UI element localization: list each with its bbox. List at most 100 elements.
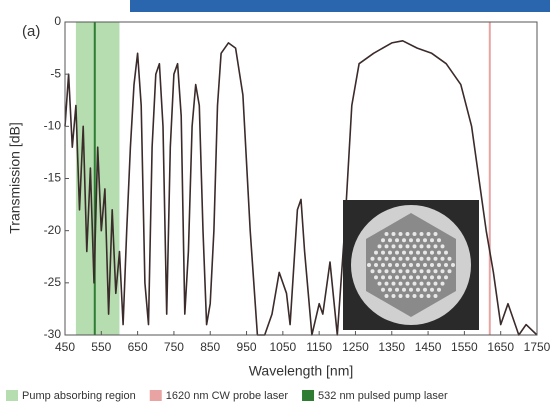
hole bbox=[378, 282, 382, 286]
hole bbox=[378, 244, 382, 248]
hole bbox=[441, 257, 445, 261]
x-tick-label: 1050 bbox=[269, 340, 296, 354]
hole bbox=[434, 269, 438, 273]
hole bbox=[434, 244, 438, 248]
x-tick-label: 1250 bbox=[342, 340, 369, 354]
hole bbox=[392, 232, 396, 236]
x-tick-label: 950 bbox=[237, 340, 257, 354]
hole bbox=[402, 263, 406, 267]
hole bbox=[406, 232, 410, 236]
hole bbox=[423, 275, 427, 279]
hole bbox=[423, 263, 427, 267]
hole bbox=[427, 294, 431, 298]
hole bbox=[413, 232, 417, 236]
hole bbox=[388, 288, 392, 292]
hole bbox=[402, 288, 406, 292]
x-tick-label: 650 bbox=[128, 340, 148, 354]
hole bbox=[448, 269, 452, 273]
hole bbox=[423, 251, 427, 255]
x-axis-label: Wavelength [nm] bbox=[249, 363, 354, 379]
legend: Pump absorbing region1620 nm CW probe la… bbox=[6, 390, 448, 402]
hole bbox=[395, 288, 399, 292]
hole bbox=[444, 251, 448, 255]
hole bbox=[388, 251, 392, 255]
hole bbox=[437, 238, 441, 242]
hole bbox=[427, 282, 431, 286]
hole bbox=[409, 288, 413, 292]
hole bbox=[444, 263, 448, 267]
hole bbox=[392, 282, 396, 286]
legend-swatch bbox=[6, 390, 18, 401]
hole bbox=[441, 282, 445, 286]
x-tick-label: 1450 bbox=[415, 340, 442, 354]
hole bbox=[371, 257, 375, 261]
x-tick-label: 450 bbox=[55, 340, 75, 354]
hole bbox=[441, 244, 445, 248]
hole bbox=[406, 269, 410, 273]
hole bbox=[420, 282, 424, 286]
hole bbox=[388, 263, 392, 267]
hole bbox=[416, 288, 420, 292]
hole bbox=[381, 275, 385, 279]
x-tick-label: 750 bbox=[164, 340, 184, 354]
hole bbox=[409, 275, 413, 279]
hole bbox=[430, 263, 434, 267]
hole bbox=[437, 288, 441, 292]
hole bbox=[413, 294, 417, 298]
hole bbox=[416, 275, 420, 279]
hole bbox=[395, 238, 399, 242]
inset-image bbox=[343, 200, 479, 330]
y-tick-label: -20 bbox=[44, 223, 62, 237]
x-tick-label: 1150 bbox=[306, 340, 332, 354]
hole bbox=[371, 269, 375, 273]
hole bbox=[451, 263, 455, 267]
hole bbox=[437, 275, 441, 279]
hole bbox=[416, 263, 420, 267]
hole bbox=[413, 269, 417, 273]
hole bbox=[367, 263, 371, 267]
header-strip bbox=[130, 0, 550, 12]
y-tick-label: -30 bbox=[44, 327, 62, 341]
legend-swatch bbox=[150, 390, 162, 401]
hole bbox=[402, 275, 406, 279]
hole bbox=[385, 282, 389, 286]
hole bbox=[399, 294, 403, 298]
hole bbox=[395, 251, 399, 255]
hole bbox=[385, 257, 389, 261]
hole bbox=[434, 282, 438, 286]
hole bbox=[430, 251, 434, 255]
x-tick-label: 1350 bbox=[378, 340, 405, 354]
hole bbox=[395, 263, 399, 267]
hole bbox=[374, 263, 378, 267]
hole bbox=[406, 244, 410, 248]
hole bbox=[399, 232, 403, 236]
hole bbox=[420, 244, 424, 248]
hole bbox=[409, 263, 413, 267]
y-tick-label: 0 bbox=[54, 14, 61, 28]
hole bbox=[388, 238, 392, 242]
hole bbox=[399, 282, 403, 286]
hole bbox=[381, 263, 385, 267]
hole bbox=[416, 251, 420, 255]
hole bbox=[427, 232, 431, 236]
hole bbox=[385, 294, 389, 298]
hole bbox=[420, 257, 424, 261]
pump-region bbox=[76, 22, 120, 335]
hole bbox=[430, 288, 434, 292]
hole bbox=[381, 251, 385, 255]
hole bbox=[434, 232, 438, 236]
hole bbox=[388, 275, 392, 279]
legend-label: 1620 nm CW probe laser bbox=[166, 390, 289, 402]
hole bbox=[420, 269, 424, 273]
hole bbox=[378, 269, 382, 273]
hole bbox=[374, 251, 378, 255]
legend-swatch bbox=[302, 390, 314, 401]
chart: 4505506507508509501050115012501350145015… bbox=[0, 0, 550, 406]
hole bbox=[413, 244, 417, 248]
hole bbox=[434, 257, 438, 261]
hole bbox=[416, 238, 420, 242]
hole bbox=[392, 269, 396, 273]
hole bbox=[385, 232, 389, 236]
panel-label: (a) bbox=[22, 23, 40, 40]
hole bbox=[427, 269, 431, 273]
